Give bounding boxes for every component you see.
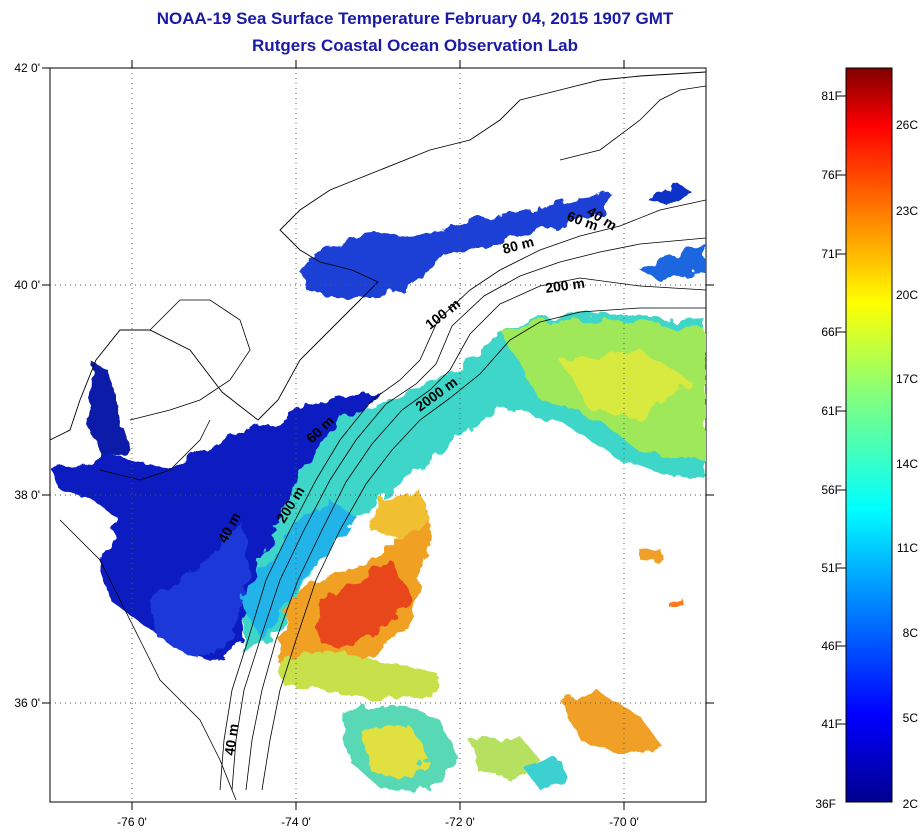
lat-tick-label: 42 0' [14,61,40,75]
colorbar-c-label: 26C [896,118,918,132]
sst-patch [318,560,412,650]
coastline [99,419,211,481]
sst-patch [668,598,684,606]
sst-patch [150,520,250,660]
lon-tick-label: -70 0' [609,815,639,829]
sst-patch [302,194,612,300]
map-subtitle: Rutgers Coastal Ocean Observation Lab [252,36,578,55]
sst-patch [640,244,706,280]
sst-patch [360,726,430,780]
colorbar-c-label: 8C [903,626,919,640]
map-area: 40 m 60 m 80 m 200 m 100 m 2000 m 60 m 4… [14,60,714,829]
sst-patch [470,736,540,780]
colorbar-f-label: 36F [815,797,836,811]
sst-patch [648,182,690,208]
colorbar-f-label: 41F [821,717,842,731]
sst-patch [560,692,664,756]
colorbar-f-label: 51F [821,561,842,575]
isobath-label: 80 m [501,233,536,257]
sst-patch [560,350,690,420]
coastline [559,85,706,161]
sst-patch [52,390,380,664]
sst-field [50,71,706,801]
colorbar-f-label: 46F [821,639,842,653]
lat-tick-label: 40 0' [14,278,40,292]
colorbar-c-label: 20C [896,288,918,302]
sst-patch [280,650,440,700]
isobaths [219,199,706,791]
coastline [50,71,706,441]
coastline [129,299,251,421]
sst-patch [370,490,430,540]
lat-tick-label: 38 0' [14,488,40,502]
colorbar-c-label: 17C [896,372,918,386]
lon-tick-label: -76 0' [117,815,147,829]
map-title: NOAA-19 Sea Surface Temperature February… [156,9,674,28]
coastline [59,519,237,801]
isobath-label: 40 m [221,723,241,757]
colorbar-f-label: 71F [821,247,842,261]
colorbar-f-label: 81F [821,89,842,103]
colorbar-f-label: 56F [821,483,842,497]
colorbar-f-label: 61F [821,404,842,418]
isobath-label: 200 m [544,275,586,296]
colorbar-gradient [845,67,893,803]
map-ticks [42,60,714,810]
sst-patch [240,500,360,640]
lon-tick-label: -72 0' [445,815,475,829]
lon-tick-label: -74 0' [281,815,311,829]
colorbar-c-label: 23C [896,204,918,218]
sst-patch [88,360,130,462]
colorbar-c-label: 11C [897,541,918,555]
colorbar-c-label: 2C [903,797,919,811]
colorbar-c-label: 5C [903,711,919,725]
colorbar-c-label: 14C [896,457,918,471]
colorbar-f-label: 76F [821,168,842,182]
sst-patch [520,760,570,790]
sst-patch [640,548,664,562]
colorbar: 81F 76F 71F 66F 61F 56F 51F 46F 41F 36F … [815,67,919,811]
lat-tick-label: 36 0' [14,696,40,710]
colorbar-f-label: 66F [821,325,842,339]
